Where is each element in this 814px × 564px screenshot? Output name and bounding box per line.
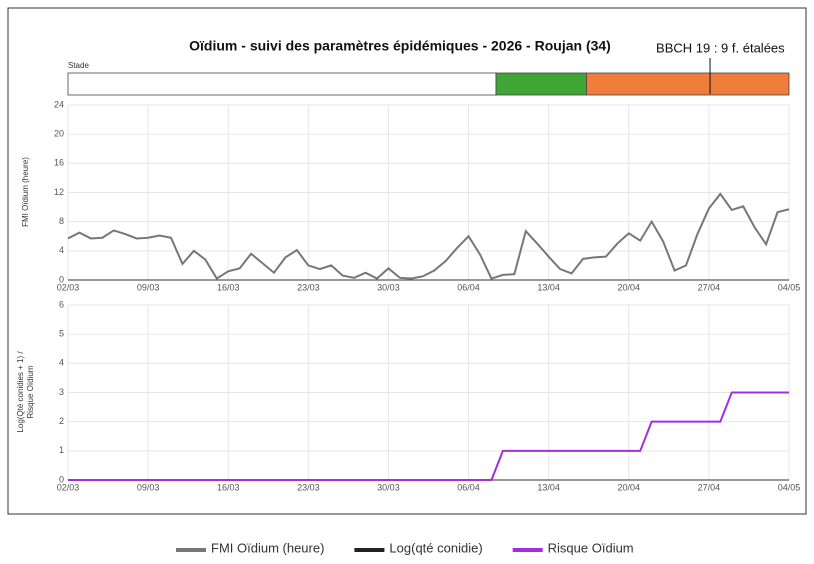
x-tick-label: 30/03 — [377, 282, 400, 292]
y-tick-label: 8 — [59, 216, 64, 226]
x-tick-label: 30/03 — [377, 482, 400, 492]
y-tick-label: 20 — [54, 129, 64, 139]
legend-label: Risque Oïdium — [548, 540, 634, 555]
y-tick-label: 24 — [54, 99, 64, 109]
series-line — [67, 192, 790, 280]
x-tick-label: 23/03 — [297, 482, 320, 492]
x-tick-label: 20/04 — [618, 482, 641, 492]
x-tick-label: 16/03 — [217, 482, 240, 492]
y-tick-label: 2 — [59, 416, 64, 426]
x-tick-label: 09/03 — [137, 482, 160, 492]
x-tick-label: 06/04 — [457, 282, 480, 292]
y-tick-label: 0 — [59, 274, 64, 284]
x-tick-label: 02/03 — [57, 482, 80, 492]
y-tick-label: 6 — [59, 299, 64, 309]
y-tick-label: 5 — [59, 329, 64, 339]
series-line — [68, 391, 789, 481]
x-tick-label: 06/04 — [457, 482, 480, 492]
stage-segment — [586, 72, 790, 96]
y-tick-label: 0 — [59, 474, 64, 484]
frame — [7, 7, 807, 515]
y-axis-label: FMI Oïdium (heure) — [21, 157, 30, 227]
stage-segment — [495, 72, 587, 96]
x-tick-label: 13/04 — [537, 482, 560, 492]
x-tick-label: 09/03 — [137, 282, 160, 292]
annotation: BBCH 19 : 9 f. étalées — [656, 40, 785, 55]
y-tick-label: 4 — [59, 245, 64, 255]
y-tick-label: 12 — [54, 187, 64, 197]
x-tick-label: 13/04 — [537, 282, 560, 292]
legend-label: FMI Oïdium (heure) — [211, 540, 324, 555]
x-tick-label: 23/03 — [297, 282, 320, 292]
y-axis-label: Log(Qté conidies + 1) / — [16, 351, 25, 433]
chart-title: Oïdium - suivi des paramètres épidémique… — [189, 38, 611, 54]
stage-label: Stade — [68, 61, 89, 70]
stage-segment — [67, 72, 497, 96]
y-tick-label: 1 — [59, 445, 64, 455]
y-axis-label: Risque Oïdium — [26, 365, 35, 418]
x-tick-label: 27/04 — [698, 282, 721, 292]
y-tick-label: 3 — [59, 387, 64, 397]
x-tick-label: 04/05 — [778, 482, 801, 492]
x-tick-label: 16/03 — [217, 282, 240, 292]
x-tick-label: 20/04 — [618, 282, 641, 292]
x-tick-label: 02/03 — [57, 282, 80, 292]
legend-label: Log(qté conidie) — [389, 540, 482, 555]
x-tick-label: 27/04 — [698, 482, 721, 492]
y-tick-label: 16 — [54, 158, 64, 168]
x-tick-label: 04/05 — [778, 282, 801, 292]
y-tick-label: 4 — [59, 358, 64, 368]
